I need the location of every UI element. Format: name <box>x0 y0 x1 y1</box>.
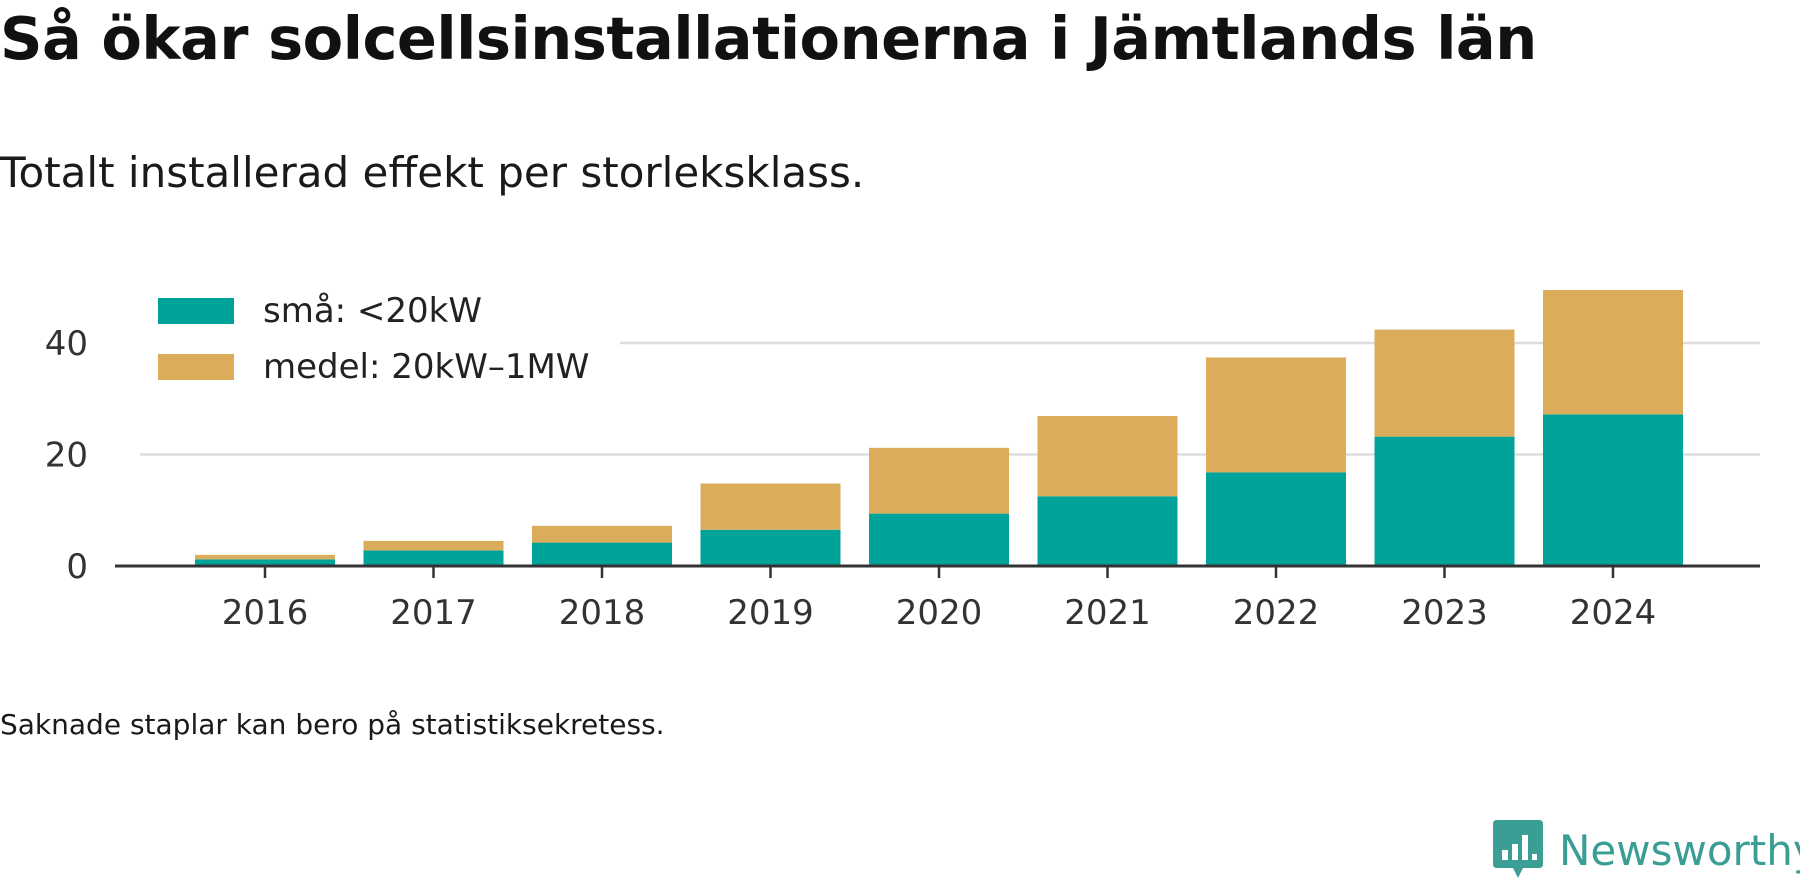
y-axis: 0 20 40 <box>45 324 88 587</box>
bar-sma-2017 <box>363 550 504 566</box>
x-tick-label: 2024 <box>1570 593 1657 633</box>
footnote: Saknade staplar kan bero på statistiksek… <box>0 708 665 741</box>
bar-medel-2022 <box>1206 357 1346 473</box>
legend-swatch <box>158 298 234 324</box>
x-tick-label: 2022 <box>1233 593 1320 633</box>
brand-name: Newsworthy <box>1559 825 1800 875</box>
y-tick-label: 0 <box>66 547 88 587</box>
x-tick-label: 2019 <box>727 593 814 633</box>
x-tick-label: 2021 <box>1064 593 1151 633</box>
brand-logo: Newsworthy <box>1493 820 1800 880</box>
x-tick-label: 2023 <box>1401 593 1488 633</box>
bar-medel-2024 <box>1543 290 1683 415</box>
bar-medel-2021 <box>1037 416 1178 497</box>
bar-sma-2016 <box>195 559 335 566</box>
y-tick-label: 20 <box>45 436 88 476</box>
bar-medel-2018 <box>532 525 672 543</box>
legend-swatch <box>158 354 234 380</box>
bar-medel-2017 <box>363 540 504 551</box>
bar-sma-2018 <box>532 542 672 566</box>
x-tick-label: 2020 <box>896 593 983 633</box>
bar-medel-2016 <box>195 554 335 560</box>
bar-sma-2019 <box>700 529 841 566</box>
chart-title: Så ökar solcellsinstallationerna i Jämtl… <box>0 4 1537 73</box>
bar-medel-2023 <box>1374 329 1515 437</box>
bar-sma-2021 <box>1037 496 1178 566</box>
x-tick-label: 2016 <box>222 593 309 633</box>
y-tick-label: 40 <box>45 324 88 364</box>
x-axis: 2016 2017 2018 2019 2020 2021 2022 2023 2024 <box>222 566 1657 633</box>
newsworthy-logo-icon <box>1493 820 1543 878</box>
bar-medel-2019 <box>700 483 841 530</box>
legend-label: medel: 20kW–1MW <box>263 347 589 387</box>
bar-sma-2020 <box>869 513 1009 566</box>
bar-sma-2022 <box>1206 472 1346 566</box>
legend: små: <20kW medel: 20kW–1MW <box>140 280 620 395</box>
legend-label: små: <20kW <box>263 291 482 331</box>
chart-subtitle: Totalt installerad effekt per storlekskl… <box>0 148 865 197</box>
bars <box>195 290 1683 566</box>
bar-sma-2024 <box>1543 414 1683 566</box>
x-tick-label: 2018 <box>559 593 646 633</box>
bar-medel-2020 <box>869 447 1009 514</box>
bar-sma-2023 <box>1374 436 1515 566</box>
x-tick-label: 2017 <box>390 593 477 633</box>
